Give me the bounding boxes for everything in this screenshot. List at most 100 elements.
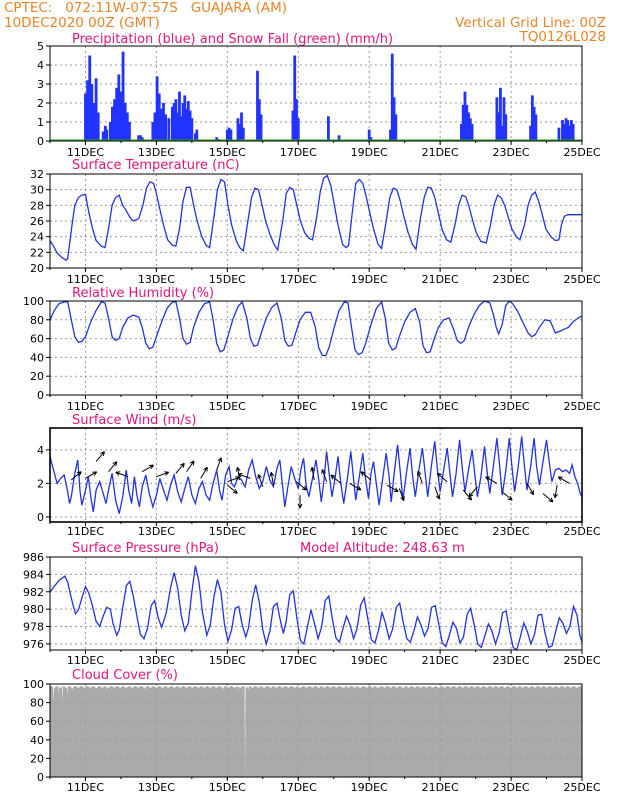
precip-bar: [128, 122, 131, 141]
precip-bar: [229, 129, 233, 141]
temp-x-tick-label: 21DEC: [422, 273, 459, 286]
wind-series-line: [50, 436, 582, 514]
wind-arrow: [553, 484, 558, 499]
rh-y-tick-label: 20: [30, 370, 44, 383]
precip-bar: [291, 110, 295, 141]
wind-arrow: [237, 472, 251, 479]
wind-arrow: [310, 466, 316, 481]
precip-bar: [227, 127, 231, 141]
temp-frame: [49, 173, 583, 269]
precip-title: Precipitation (blue) and Snow Fall (gree…: [72, 32, 393, 47]
wind-arrow: [216, 457, 223, 471]
precip-bar: [194, 133, 197, 141]
temp-x-tick-label: 17DEC: [280, 273, 317, 286]
temp-y-tick-label: 26: [30, 215, 44, 228]
temp-x-tick-label: 19DEC: [351, 273, 388, 286]
precip-bar: [90, 84, 94, 141]
wind-x-tick-label: 15DEC: [209, 525, 246, 538]
rh-y-tick-label: 60: [30, 333, 44, 346]
precip-bar: [463, 91, 467, 141]
precip-bar: [327, 116, 330, 141]
rh-y-tick-label: 0: [37, 389, 44, 402]
temp-panel: Surface Temperature (nC) 20 22 24 26 28 30 32 11…: [30, 158, 601, 286]
precip-bar: [499, 87, 502, 141]
pres-y-tick-label: 982: [23, 586, 44, 599]
precip-x-tick-label: 23DEC: [493, 146, 530, 159]
precip-bar: [215, 137, 219, 141]
precip-bar: [125, 112, 129, 141]
precip-bar: [172, 103, 176, 141]
precip-bar: [164, 114, 168, 141]
station-header: CPTEC: 072:11W-07:57S GUAJARA (AM): [4, 0, 288, 16]
wind-x-tick-label: 13DEC: [138, 525, 175, 538]
wind-panel: Surface Wind (m/s) 0 2 4 11DEC 13DEC 15DEC 17DE…: [37, 413, 601, 538]
wind-arrow: [95, 451, 105, 462]
wind-x-tick-label: 19DEC: [351, 525, 388, 538]
precip-bar: [256, 70, 259, 141]
precip-bar: [185, 108, 188, 141]
wind-arrow: [200, 466, 208, 479]
wind-title: Surface Wind (m/s): [72, 413, 196, 428]
cloud-y-tick-label: 20: [30, 752, 44, 765]
temp-x-tick-label: 25DEC: [563, 273, 600, 286]
rh-title: Relative Humidity (%): [72, 286, 214, 301]
precip-bar: [337, 135, 341, 141]
precip-bar: [467, 112, 470, 141]
precip-bar: [296, 118, 300, 141]
wind-arrow: [386, 484, 399, 493]
wind-arrow: [227, 484, 238, 494]
pres-y-tick-label: 984: [23, 568, 44, 581]
precip-bar: [183, 95, 187, 141]
precip-bar: [561, 120, 564, 141]
rh-y-tick-label: 100: [23, 295, 44, 308]
cloud-panel: Cloud Cover (%) 0 20 40 60 80 100 11DEC 13DEC 15D…: [23, 668, 601, 794]
wind-arrow: [398, 488, 405, 502]
precip-bar: [121, 51, 125, 142]
temp-x-tick-label: 13DEC: [138, 273, 175, 286]
precip-bar: [179, 116, 183, 141]
precip-bar: [504, 114, 508, 141]
cloud-cover-area: [50, 686, 582, 777]
cloud-title: Cloud Cover (%): [72, 668, 178, 683]
wind-arrow: [330, 474, 342, 484]
precip-bar: [259, 114, 263, 141]
pres-title: Surface Pressure (hPa): [72, 541, 219, 556]
precip-bar: [557, 127, 561, 141]
precip-bar: [390, 53, 394, 141]
precip-x-tick-label: 25DEC: [563, 146, 600, 159]
precip-bar: [238, 123, 242, 141]
rh-frame: [49, 300, 583, 396]
precip-bar: [562, 123, 566, 141]
wind-arrow: [115, 471, 129, 478]
pres-x-tick-label: 23DEC: [493, 654, 530, 667]
temp-y-tick-label: 30: [30, 184, 44, 197]
precip-bar: [236, 118, 240, 141]
cloud-x-tick-label: 23DEC: [493, 781, 530, 794]
temp-y-tick-label: 32: [30, 168, 44, 181]
pres-y-tick-label: 976: [23, 638, 44, 651]
wind-arrow: [70, 471, 82, 481]
precip-bar: [188, 110, 192, 141]
wind-frame: [49, 427, 583, 523]
precip-x-tick-label: 17DEC: [280, 146, 317, 159]
precip-bar: [257, 99, 261, 141]
precip-bar: [566, 120, 570, 141]
precip-y-tick-label: 1: [37, 116, 44, 129]
wind-arrow: [436, 472, 448, 483]
precip-bar: [139, 135, 142, 141]
run-date: 10DEC2020 00Z (GMT): [4, 15, 160, 31]
model-altitude: Model Altitude: 248.63 m: [300, 541, 465, 556]
precip-y-tick-label: 3: [37, 78, 44, 91]
wind-arrow: [175, 462, 185, 474]
precip-y-tick-label: 2: [37, 97, 44, 110]
precip-bar: [465, 104, 469, 141]
cloud-y-tick-label: 100: [23, 678, 44, 691]
precip-bar: [534, 114, 538, 141]
precip-bar: [88, 55, 92, 141]
precip-bar: [564, 118, 568, 141]
precip-y-tick-label: 5: [37, 40, 44, 53]
precip-bar: [151, 122, 155, 141]
precip-bar: [195, 129, 199, 141]
wind-arrow: [296, 481, 307, 491]
pres-x-tick-label: 25DEC: [563, 654, 600, 667]
